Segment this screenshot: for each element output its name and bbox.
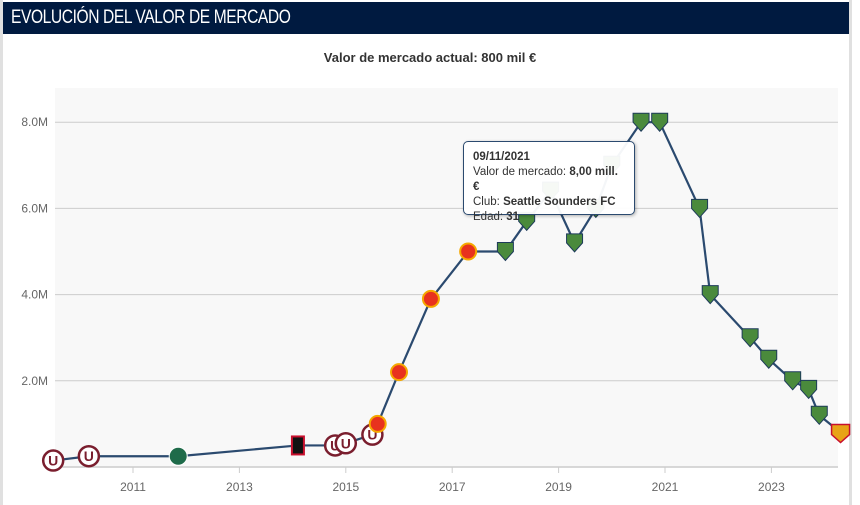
club-crest-morelia [368,414,387,433]
club-crest-atletico [830,423,851,444]
club-crest-morelia [421,289,440,308]
tooltip-age: 31 [506,211,520,223]
club-crest-seattle [691,198,709,219]
club-crest-melgar [290,435,305,456]
club-crest-morelia [459,242,478,261]
club-crest-seattle [741,328,759,348]
tooltip: 09/11/2021 Valor de mercado: 8,00 mill. … [463,141,635,223]
crest-letter: U [84,448,94,464]
club-crest-seattle [496,242,514,262]
club-crest-coritiba [168,446,188,466]
tooltip-club-label: Club: [473,196,500,208]
club-crest-seattle [651,112,669,132]
club-crest-morelia [390,363,408,382]
section-title: EVOLUCIÓN DEL VALOR DE MERCADO [11,7,291,28]
section-header: EVOLUCIÓN DEL VALOR DE MERCADO [3,2,849,34]
club-crest-seattle [760,349,778,370]
tooltip-age-label: Edad: [473,211,504,223]
crest-letter: U [341,435,351,451]
tooltip-value: 8,00 mill. € [473,166,618,193]
x-tick-label: 2019 [545,480,572,494]
club-crest-seattle [566,233,584,253]
club-crest-universitario [41,449,65,472]
tooltip-club: Seattle Sounders FC [503,196,616,208]
club-crest-seattle [632,112,650,132]
y-tick-label: 4.0M [21,288,48,302]
club-crest-seattle [784,371,802,391]
y-tick-label: 6.0M [21,201,48,215]
current-market-value: Valor de mercado actual: 800 mil € [323,50,537,65]
tooltip-value-label: Valor de mercado: [473,166,567,178]
x-tick-label: 2017 [439,480,466,494]
club-crest-seattle [800,379,818,400]
crest-letter: U [367,427,377,443]
x-tick-label: 2023 [758,480,785,494]
club-crest-seattle [701,285,719,305]
x-tick-label: 2011 [120,480,146,494]
y-tick-label: 8.0M [21,115,48,129]
crest-letter: U [48,453,58,469]
tooltip-date: 09/11/2021 [473,151,530,163]
x-tick-label: 2013 [226,480,253,494]
x-tick-label: 2021 [652,480,679,494]
y-tick-label: 2.0M [21,374,48,388]
club-crest-universitario [334,432,358,455]
club-crest-universitario [77,444,101,468]
x-tick-label: 2015 [332,480,359,494]
club-crest-seattle [810,405,828,426]
